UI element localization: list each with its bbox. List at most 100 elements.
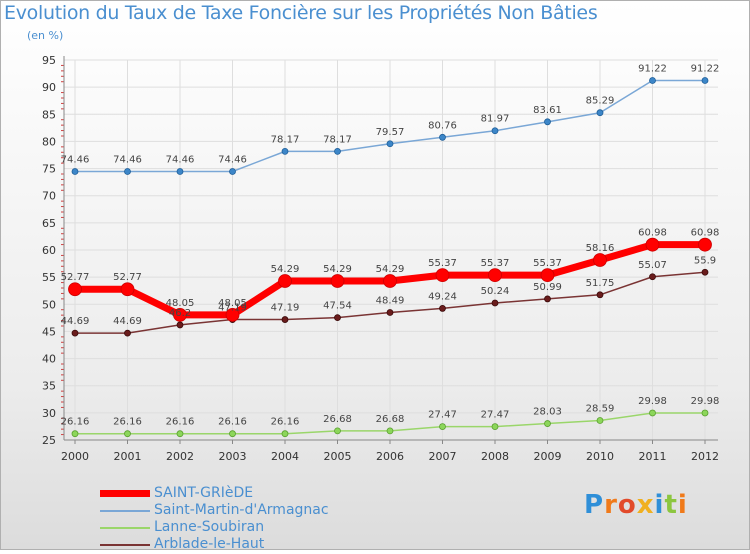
logo-letter: i bbox=[654, 490, 665, 520]
data-point bbox=[491, 299, 499, 307]
data-point bbox=[701, 409, 709, 417]
data-point bbox=[596, 417, 604, 424]
data-label: 44.69 bbox=[61, 316, 90, 327]
data-label: 91.22 bbox=[691, 64, 720, 75]
data-point bbox=[544, 295, 551, 303]
y-tick-label: 45 bbox=[42, 325, 56, 338]
logo-letter: P bbox=[584, 490, 605, 520]
data-point bbox=[330, 274, 345, 288]
data-label: 26.16 bbox=[61, 417, 90, 428]
x-tick-label: 2010 bbox=[586, 450, 614, 463]
data-point bbox=[229, 430, 236, 438]
data-point bbox=[383, 274, 397, 288]
legend-label: SAINT-GRIèDE bbox=[154, 485, 254, 501]
legend-label: Arblade-le-Haut bbox=[154, 536, 265, 552]
data-label: 54.29 bbox=[271, 264, 300, 275]
data-point bbox=[281, 316, 289, 323]
data-label: 27.47 bbox=[481, 410, 510, 421]
x-tick-label: 2012 bbox=[691, 450, 719, 463]
logo-letter: i bbox=[677, 490, 688, 520]
x-tick-label: 2004 bbox=[271, 450, 299, 463]
x-tick-label: 2002 bbox=[166, 450, 194, 463]
data-point bbox=[68, 282, 82, 297]
data-point bbox=[701, 268, 709, 276]
data-label: 52.77 bbox=[61, 272, 90, 283]
data-label: 83.61 bbox=[533, 105, 562, 116]
data-point bbox=[544, 420, 551, 427]
data-label: 47.19 bbox=[271, 303, 300, 314]
legend-swatch bbox=[100, 510, 150, 512]
chart-title: Evolution du Taux de Taxe Foncière sur l… bbox=[4, 2, 598, 24]
data-label: 55.9 bbox=[694, 255, 716, 266]
legend-swatch bbox=[100, 544, 150, 546]
series-layer bbox=[68, 77, 712, 438]
data-label: 74.46 bbox=[61, 155, 90, 166]
data-label: 58.16 bbox=[586, 243, 615, 254]
data-label: 55.07 bbox=[638, 260, 667, 271]
data-point bbox=[491, 423, 499, 430]
data-label: 26.16 bbox=[218, 417, 247, 428]
data-point bbox=[278, 274, 292, 288]
data-point bbox=[124, 329, 131, 337]
data-label: 26.16 bbox=[271, 417, 300, 428]
chart-subtitle: (en %) bbox=[27, 29, 64, 42]
data-point bbox=[71, 168, 79, 175]
data-label: 27.47 bbox=[428, 410, 457, 421]
data-label: 78.17 bbox=[323, 134, 352, 145]
data-point bbox=[540, 268, 555, 283]
data-point bbox=[229, 168, 236, 175]
y-tick-label: 25 bbox=[42, 434, 56, 447]
data-label: 55.37 bbox=[481, 258, 510, 269]
data-label: 51.75 bbox=[586, 278, 615, 289]
data-label: 28.03 bbox=[533, 407, 562, 418]
data-label: 55.37 bbox=[428, 258, 457, 269]
data-point bbox=[439, 305, 446, 312]
data-label: 80.76 bbox=[428, 120, 457, 131]
data-point bbox=[645, 237, 660, 252]
grid-lines bbox=[64, 59, 718, 441]
data-point bbox=[701, 77, 709, 84]
data-label: 52.77 bbox=[113, 272, 142, 283]
y-tick-label: 75 bbox=[42, 163, 56, 176]
logo-letter: o bbox=[617, 490, 637, 520]
legend-swatch bbox=[100, 527, 150, 529]
x-tick-label: 2009 bbox=[534, 450, 562, 463]
data-point bbox=[488, 268, 502, 283]
y-tick-label: 90 bbox=[42, 81, 56, 94]
y-tick-label: 55 bbox=[42, 271, 56, 284]
data-label: 54.29 bbox=[323, 264, 352, 275]
data-labels: 52.77 52.77 48.05 48.05 54.29 54.29 54.29 55.37… bbox=[61, 64, 720, 428]
data-point bbox=[176, 168, 184, 175]
data-label: 28.59 bbox=[586, 404, 615, 415]
proxiti-logo: Proxiti bbox=[584, 490, 688, 520]
data-point bbox=[596, 291, 604, 299]
data-label: 29.98 bbox=[691, 396, 720, 407]
data-label: 48.05 bbox=[166, 298, 195, 309]
data-point bbox=[439, 423, 446, 430]
data-point bbox=[334, 314, 341, 322]
data-label: 74.46 bbox=[218, 155, 247, 166]
data-point bbox=[124, 430, 131, 438]
data-label: 54.29 bbox=[376, 264, 405, 275]
legend-label: Lanne-Soubiran bbox=[154, 519, 265, 535]
data-label: 85.29 bbox=[586, 96, 615, 107]
data-label: 78.17 bbox=[271, 134, 300, 145]
data-label: 50.99 bbox=[533, 282, 562, 293]
x-tick-label: 2008 bbox=[481, 450, 509, 463]
data-label: 74.46 bbox=[113, 155, 142, 166]
axes: 25 30 35 40 45 50 55 60 65 70 75 80 85 90 95 2000 2001 20… bbox=[42, 54, 719, 463]
data-point bbox=[544, 118, 551, 126]
logo-letter: t bbox=[664, 490, 678, 520]
data-point bbox=[176, 321, 184, 329]
data-point bbox=[281, 147, 289, 155]
data-label: 50.24 bbox=[481, 286, 510, 297]
data-point bbox=[120, 282, 135, 297]
data-label: 79.57 bbox=[376, 127, 405, 138]
data-label: 91.22 bbox=[638, 64, 667, 75]
data-label: 74.46 bbox=[166, 155, 195, 166]
data-label: 48.49 bbox=[376, 295, 405, 306]
data-label: 26.16 bbox=[166, 417, 195, 428]
logo-letter: x bbox=[636, 490, 655, 520]
